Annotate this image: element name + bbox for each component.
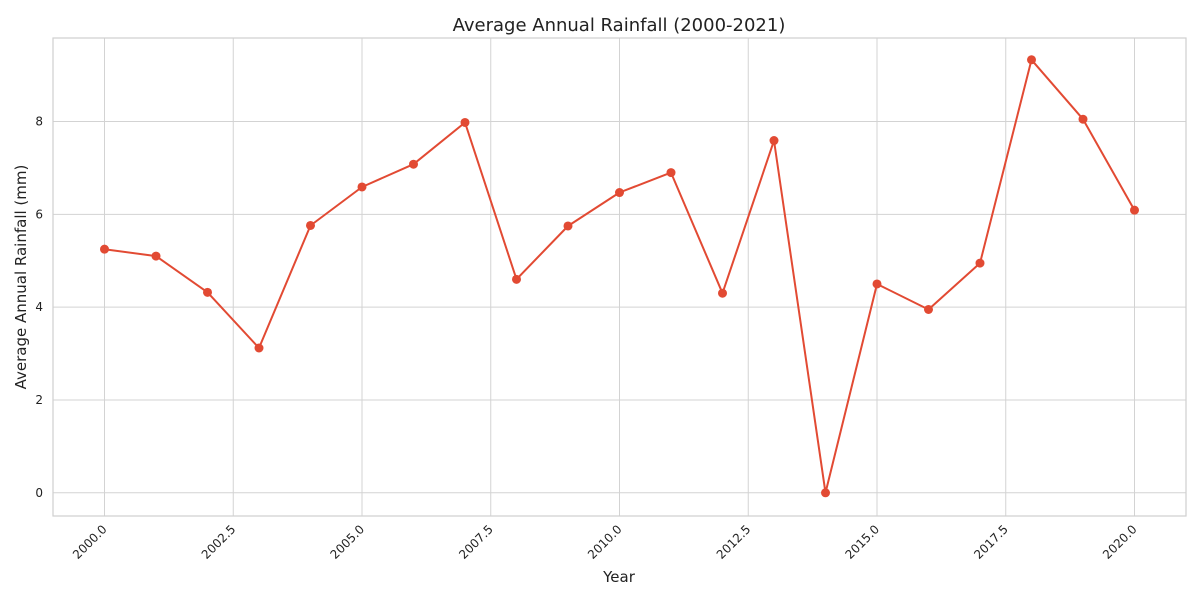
data-point — [306, 220, 315, 230]
data-point — [1027, 55, 1036, 65]
x-tick-label: 2007.5 — [456, 522, 496, 562]
y-tick-label: 0 — [35, 486, 43, 500]
x-tick-label: 2000.0 — [70, 522, 110, 562]
x-axis-title: Year — [602, 568, 636, 586]
series-layer — [100, 55, 1139, 498]
data-point — [615, 188, 624, 198]
x-tick-labels: 2000.0 2002.5 2005.0 2007.5 2010.0 2012.5 2015… — [70, 522, 1140, 562]
y-tick-label: 4 — [35, 300, 43, 314]
x-tick-label: 2012.5 — [714, 522, 754, 562]
data-point — [512, 274, 521, 284]
data-point — [924, 304, 933, 314]
data-point — [100, 244, 109, 254]
x-tick-label: 2020.0 — [1100, 522, 1140, 562]
data-point — [718, 288, 727, 298]
grid-lines — [53, 38, 1186, 516]
y-tick-label: 2 — [35, 393, 43, 407]
data-point — [1130, 205, 1139, 215]
x-tick-label: 2015.0 — [843, 522, 883, 562]
data-point — [872, 279, 882, 289]
data-point — [409, 159, 418, 169]
x-tick-label: 2017.5 — [971, 522, 1011, 562]
y-axis-title: Average Annual Rainfall (mm) — [12, 165, 30, 390]
x-tick-label: 2002.5 — [199, 522, 239, 562]
chart-title: Average Annual Rainfall (2000-2021) — [453, 15, 786, 36]
x-tick-label: 2005.0 — [328, 522, 368, 562]
y-tick-label: 6 — [35, 207, 43, 221]
data-point — [460, 117, 470, 127]
x-tick-label: 2010.0 — [585, 522, 625, 562]
data-point — [563, 221, 573, 231]
data-point — [769, 136, 779, 146]
y-tick-label: 8 — [35, 115, 43, 129]
data-point — [203, 287, 212, 297]
data-point — [821, 488, 830, 498]
data-point — [975, 258, 985, 268]
y-tick-labels: 0 2 4 6 8 — [35, 115, 43, 500]
data-point — [151, 251, 161, 261]
data-point — [357, 182, 367, 192]
data-point — [254, 343, 264, 353]
plot-area-frame — [52, 37, 1187, 517]
data-point — [666, 168, 676, 178]
data-point — [1078, 114, 1088, 124]
